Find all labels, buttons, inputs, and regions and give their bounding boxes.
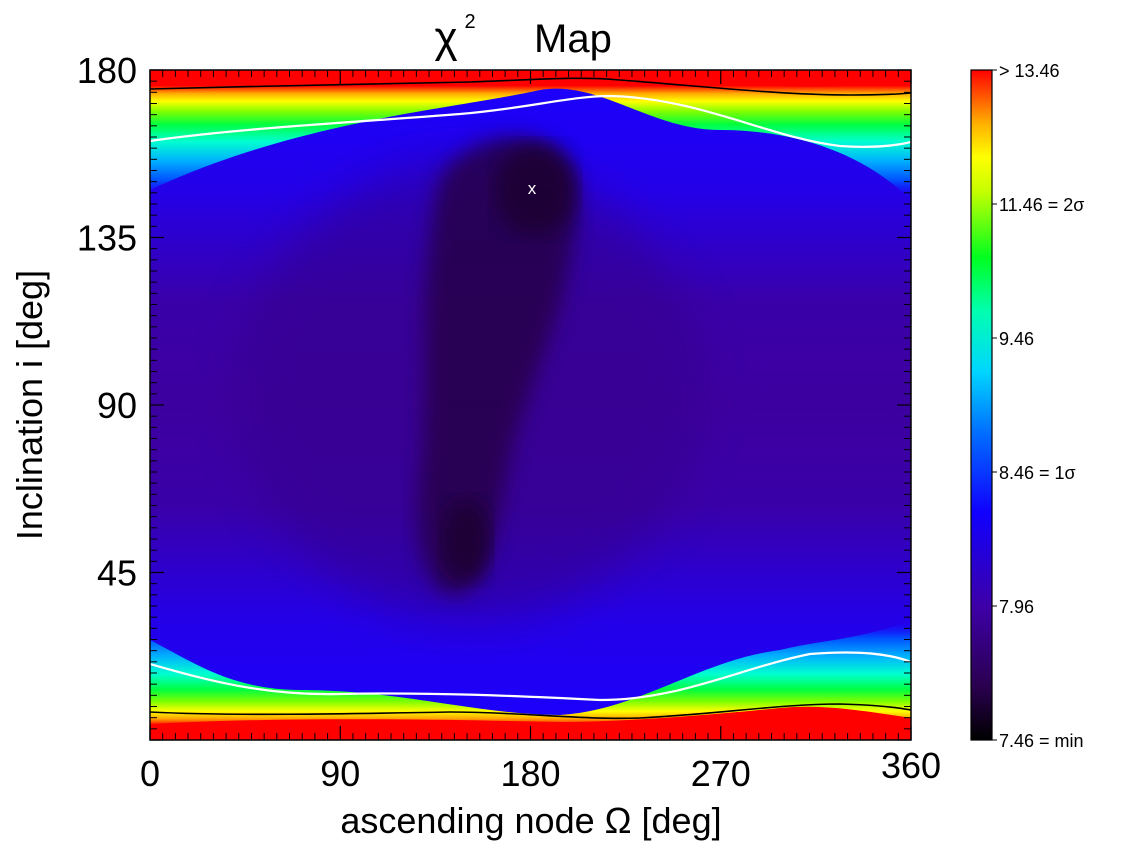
colorbar-label: 7.46 = min: [999, 731, 1084, 751]
y-tick-labels: 45 90 135 180: [77, 50, 137, 594]
contour-2sigma-top: [150, 77, 911, 96]
y-axis-label: Inclination i [deg]: [9, 270, 50, 540]
contour-1sigma-top: [150, 94, 911, 148]
minimum-marker: x: [528, 179, 537, 198]
colorbar: [971, 70, 992, 740]
x-tick-label: 0: [140, 753, 160, 794]
x-tick-label: 270: [691, 753, 751, 794]
colorbar-label: 8.46 = 1σ: [999, 463, 1076, 483]
x-tick-label: 90: [320, 753, 360, 794]
colorbar-label: 11.46 = 2σ: [999, 195, 1084, 215]
title-symbol: χ: [434, 13, 457, 62]
title-text: Map: [534, 17, 612, 61]
chi2-minimum-south: [442, 500, 490, 580]
x-tick-label: 360: [881, 745, 941, 786]
colorbar-frame: [970, 69, 993, 741]
axis-ticks: [149, 69, 912, 741]
title-superscript: 2: [464, 11, 475, 33]
y-tick-label: 180: [77, 50, 137, 91]
colorbar-label: 7.96: [999, 597, 1034, 617]
y-tick-label: 45: [97, 553, 137, 594]
bottom-high-chi2-band: [150, 620, 911, 740]
y-tick-label: 90: [97, 385, 137, 426]
heatmap-area: x: [150, 70, 911, 740]
chi2-minimum-valley: [418, 136, 579, 596]
x-tick-labels: 0 90 180 270 360: [140, 745, 941, 794]
x-tick-label: 180: [500, 753, 560, 794]
colorbar-label: > 13.46: [999, 61, 1060, 81]
y-tick-label: 135: [77, 218, 137, 259]
colorbar-label: 9.46: [999, 329, 1034, 349]
contour-2sigma-bottom: [150, 703, 911, 720]
top-high-chi2-band: [150, 70, 911, 200]
chi2-minimum-north: [495, 145, 575, 235]
colorbar-labels: > 13.46 11.46 = 2σ 9.46 8.46 = 1σ 7.96 7.46 =…: [992, 61, 1084, 751]
contour-1sigma-bottom: [150, 651, 911, 702]
x-axis-label: ascending node Ω [deg]: [340, 800, 721, 841]
chart-title: χ 2 Map: [434, 11, 611, 62]
